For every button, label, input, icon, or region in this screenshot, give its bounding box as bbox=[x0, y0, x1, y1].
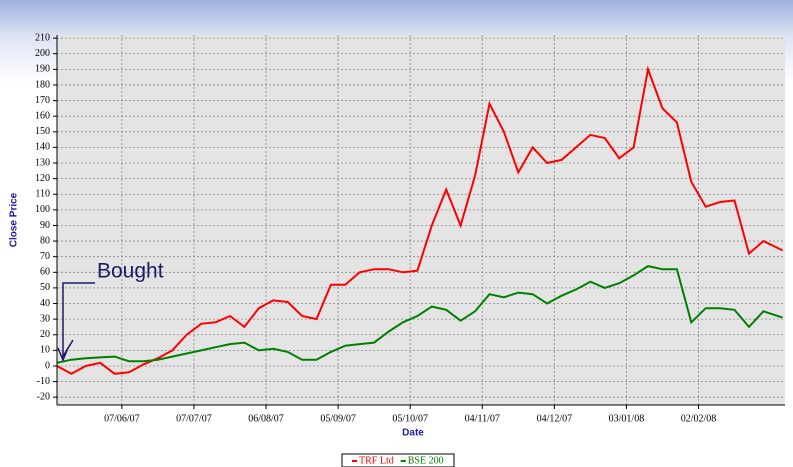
y-tick-label: 200 bbox=[35, 48, 50, 59]
y-tick-label: 100 bbox=[35, 204, 50, 215]
y-tick-label: 190 bbox=[35, 64, 50, 75]
y-tick-label: 150 bbox=[35, 126, 50, 137]
annotation-arrow bbox=[62, 282, 95, 356]
series-line bbox=[56, 65, 784, 375]
y-tick-label: -20 bbox=[37, 391, 50, 402]
y-tick-label: 110 bbox=[35, 189, 50, 200]
x-tick-label: 06/08/07 bbox=[248, 413, 284, 424]
x-tick-label: 05/10/07 bbox=[392, 413, 428, 424]
y-tick-label: 130 bbox=[35, 157, 50, 168]
y-tick-label: 50 bbox=[40, 282, 50, 293]
y-tick-label: 160 bbox=[35, 110, 50, 121]
x-tick-label: 04/11/07 bbox=[465, 413, 500, 424]
y-tick-label: 180 bbox=[35, 79, 50, 90]
y-axis-title: Close Price bbox=[9, 192, 20, 247]
series-line bbox=[56, 265, 783, 364]
legend bbox=[341, 453, 455, 467]
y-tick-label: 120 bbox=[35, 173, 50, 184]
y-tick-label: 140 bbox=[35, 142, 50, 153]
x-tick-label: 07/07/07 bbox=[176, 413, 212, 424]
annotation-tick bbox=[61, 339, 74, 359]
x-tick-label: 03/01/08 bbox=[609, 413, 645, 424]
annotation: Bought bbox=[57, 260, 164, 362]
annotation-text: Bought bbox=[97, 260, 164, 283]
y-tick-label: 30 bbox=[40, 313, 50, 324]
y-tick-label: 70 bbox=[40, 251, 50, 262]
x-tick-label: 04/12/07 bbox=[537, 413, 573, 424]
legend-label: TRF Ltd bbox=[359, 455, 394, 466]
y-tick-label: 60 bbox=[40, 267, 50, 278]
legend-label: BSE 200 bbox=[408, 455, 444, 466]
plot-area bbox=[57, 35, 785, 405]
y-tick-label: -10 bbox=[37, 376, 50, 387]
x-tick-label: 05/09/07 bbox=[320, 413, 356, 424]
y-tick-label: 210 bbox=[35, 32, 50, 43]
y-tick-label: 90 bbox=[40, 220, 50, 231]
x-axis-title: Date bbox=[402, 428, 424, 439]
x-tick-label: 07/06/07 bbox=[104, 413, 140, 424]
y-tick-label: 170 bbox=[35, 95, 50, 106]
x-tick-label: 02/02/08 bbox=[681, 413, 717, 424]
y-tick-label: 40 bbox=[40, 298, 50, 309]
y-tick-label: 20 bbox=[40, 329, 50, 340]
y-tick-label: 10 bbox=[40, 345, 50, 356]
y-tick-label: 80 bbox=[40, 235, 50, 246]
y-tick-label: 0 bbox=[45, 360, 50, 371]
